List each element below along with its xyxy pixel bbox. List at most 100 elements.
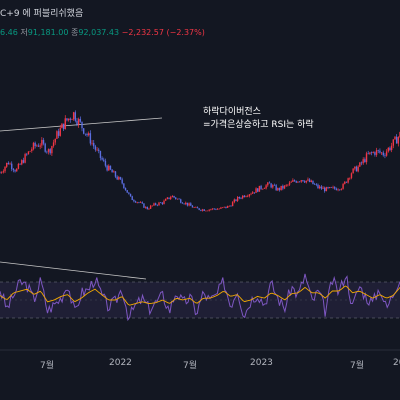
candle-body <box>201 209 204 211</box>
ohlc-fragment: 6.46 <box>0 28 18 37</box>
candle-body <box>265 185 267 189</box>
candle-body <box>307 179 309 181</box>
candle-body <box>0 172 3 173</box>
candle-body <box>275 185 277 191</box>
x-tick-label: 7월 <box>183 361 198 371</box>
candle-body <box>185 202 187 205</box>
candle-body <box>89 133 92 144</box>
candle-body <box>176 198 179 200</box>
candle-body <box>357 166 359 172</box>
low-value: 91,181.00 <box>27 28 69 37</box>
candle-body <box>246 196 249 197</box>
candle-body <box>206 210 209 212</box>
candle-body <box>72 112 75 120</box>
candle-body <box>220 207 222 209</box>
candle-body <box>191 205 194 208</box>
candle-body <box>345 181 348 183</box>
candle-body <box>395 136 398 144</box>
candle-body <box>106 165 108 171</box>
candle-body <box>156 204 159 206</box>
candle-body <box>2 171 5 173</box>
rsi-ma-line <box>0 285 400 306</box>
x-tick-label: 7월 <box>350 361 365 371</box>
candle-body <box>241 195 244 199</box>
candle-body <box>300 180 302 182</box>
candle-body <box>76 120 78 125</box>
candle-body <box>56 131 58 139</box>
candle-body <box>231 202 234 207</box>
candle-body <box>181 202 184 204</box>
candle-body <box>195 207 197 208</box>
candle-body <box>62 123 65 130</box>
candle-body <box>77 118 80 125</box>
candle-body <box>139 202 142 203</box>
candle-body <box>91 142 93 144</box>
candle-body <box>267 182 269 186</box>
candle-body <box>339 189 341 191</box>
candle-body <box>94 146 97 150</box>
candle-body <box>173 195 175 198</box>
candle-body <box>205 210 207 212</box>
candle-body <box>233 199 236 203</box>
candle-body <box>263 188 266 189</box>
candle-body <box>9 163 11 165</box>
rsi-pane <box>0 261 400 351</box>
candle-body <box>335 188 338 191</box>
candle-body <box>248 194 251 197</box>
candle-body <box>327 187 329 189</box>
change-value: −2,232.57 (−2.37%) <box>121 28 205 37</box>
candle-body <box>282 185 284 189</box>
candle-body <box>71 119 73 120</box>
candle-body <box>297 181 299 183</box>
candle-body <box>253 192 256 193</box>
candle-body <box>49 149 51 154</box>
candle-body <box>144 206 147 208</box>
candle-body <box>302 180 304 182</box>
candle-body <box>295 181 297 183</box>
candle-body <box>96 149 98 151</box>
candle-body <box>323 187 326 192</box>
candle-body <box>164 198 167 201</box>
candle-body <box>131 196 133 201</box>
candle-body <box>114 171 117 177</box>
candle-body <box>158 202 160 206</box>
candle-body <box>349 177 351 179</box>
candle-body <box>186 202 189 206</box>
candle-body <box>143 203 145 208</box>
candle-body <box>382 152 384 156</box>
candle-body <box>334 187 336 189</box>
candle-body <box>262 188 264 190</box>
candle-body <box>148 208 150 210</box>
candle-body <box>166 197 169 199</box>
candle-body <box>180 199 182 203</box>
candle-body <box>228 205 230 207</box>
candle-body <box>313 184 316 185</box>
candle-body <box>270 183 272 188</box>
rsi-trendline <box>0 261 147 280</box>
candle-body <box>104 160 107 166</box>
candle-body <box>223 206 225 208</box>
candle-body <box>138 202 140 203</box>
candle-body <box>24 154 26 163</box>
candle-body <box>52 142 55 147</box>
candle-body <box>81 121 83 129</box>
candle-body <box>46 151 48 153</box>
candle-body <box>394 136 396 140</box>
candle-body <box>42 139 45 144</box>
candle-body <box>133 200 135 202</box>
candle-body <box>218 208 220 210</box>
candle-body <box>317 184 319 189</box>
candle-body <box>221 207 224 208</box>
candle-body <box>245 196 247 198</box>
candle-body <box>108 165 110 171</box>
candle-body <box>66 118 68 121</box>
candle-body <box>57 131 60 136</box>
candle-body <box>288 182 291 185</box>
candle-body <box>287 184 289 186</box>
candle-body <box>236 196 239 201</box>
candle-body <box>153 203 155 206</box>
candle-body <box>37 145 40 147</box>
price-trendline <box>0 117 163 132</box>
candle-body <box>243 195 246 198</box>
candle-body <box>260 185 262 189</box>
